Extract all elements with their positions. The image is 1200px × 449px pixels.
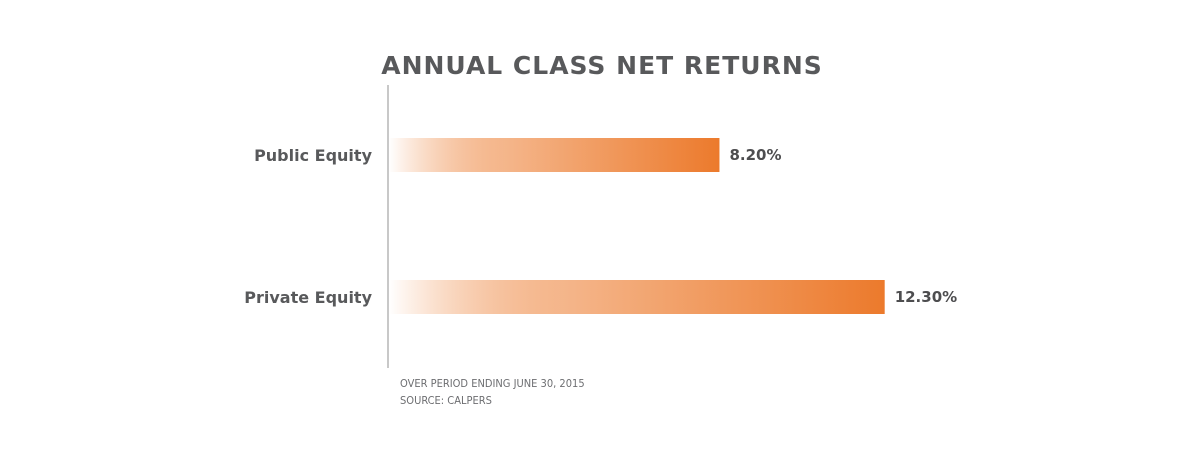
value-label: 12.30%	[895, 288, 957, 306]
chart-title: ANNUAL CLASS NET RETURNS	[381, 51, 823, 80]
note-period: OVER PERIOD ENDING JUNE 30, 2015	[400, 377, 585, 390]
category-label: Private Equity	[244, 288, 372, 307]
category-label: Public Equity	[254, 146, 373, 165]
bars-group: Public Equity 8.20% Private Equity 12.30%	[244, 138, 957, 314]
note-source: SOURCE: CALPERS	[400, 394, 492, 407]
bar-public-equity	[389, 138, 720, 172]
bar-private-equity	[389, 280, 885, 314]
value-label: 8.20%	[729, 146, 781, 164]
